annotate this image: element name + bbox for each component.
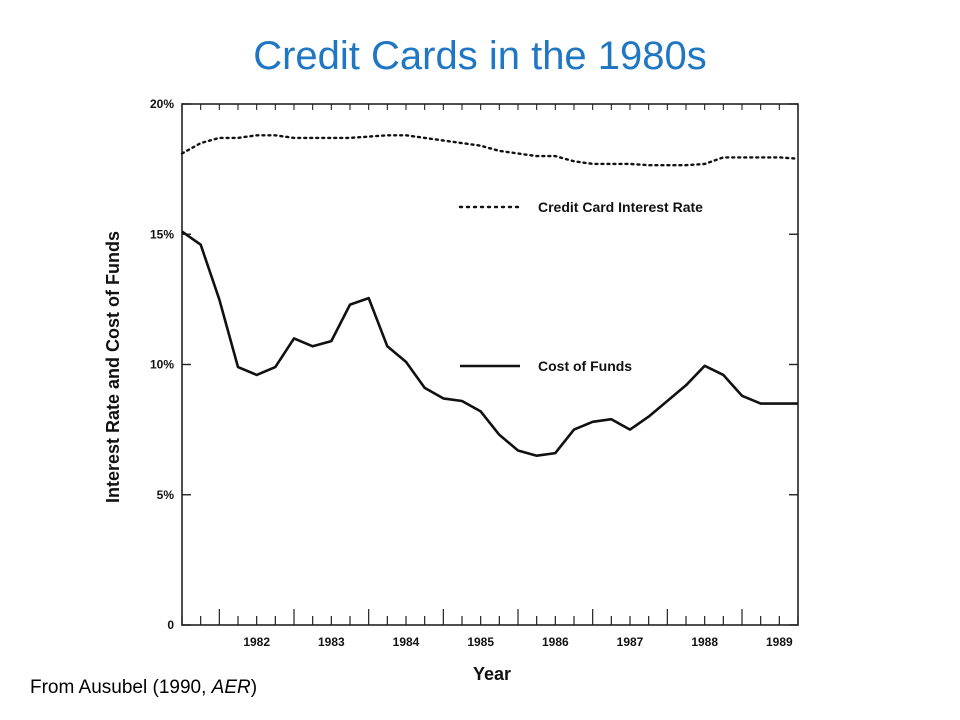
x-tick-label: 1983 [318,635,345,649]
y-tick-label: 10% [150,358,174,372]
y-tick-label: 5% [157,488,175,502]
source-citation: From Ausubel (1990, AER) [30,677,257,699]
y-axis-title: Interest Rate and Cost of Funds [103,231,123,503]
x-tick-label: 1984 [393,635,420,649]
y-tick-label: 15% [150,227,174,241]
legend: Credit Card Interest Rate Cost of Funds [458,199,703,374]
x-tick-label: 1987 [617,635,644,649]
y-tick-label: 20% [150,97,174,111]
x-tick-label: 1982 [243,635,270,649]
slide-title: Credit Cards in the 1980s [253,34,707,78]
x-tick-label: 1986 [542,635,569,649]
legend-label-0: Credit Card Interest Rate [538,199,703,215]
series-line-0 [180,134,800,167]
source-journal: AER [211,677,251,698]
plot-frame [181,103,799,626]
source-suffix: ) [250,677,258,698]
series-line-1 [181,230,798,457]
x-tick-label: 1985 [467,635,494,649]
source-prefix: From Ausubel (1990, [30,677,212,698]
plot-border [181,103,799,626]
y-tick-label: 0 [167,618,174,632]
series-layer [180,134,800,457]
x-tick-label: 1988 [691,635,718,649]
x-tick-label: 1989 [766,635,793,649]
legend-label-1: Cost of Funds [538,358,632,374]
y-axis: 0 5% 10% 15% 20% [150,97,798,632]
x-axis-title: Year [473,664,511,684]
x-axis: 1982 1983 1984 1985 1986 1987 1988 1989 [181,104,799,649]
